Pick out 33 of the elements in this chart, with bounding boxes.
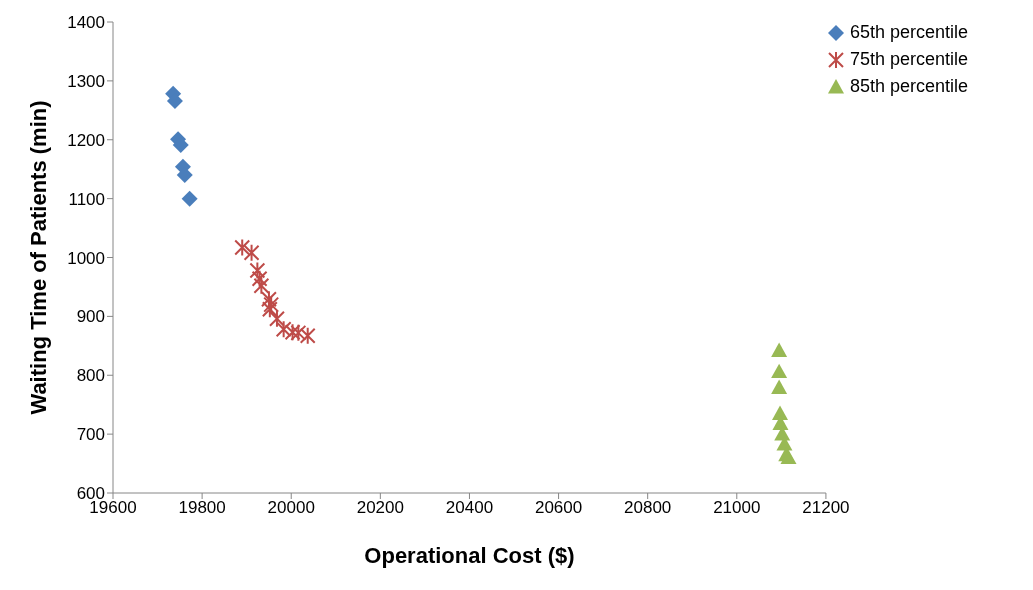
x-tick-label: 19800 [178,498,226,518]
point [261,300,278,319]
y-tick-label: 1300 [67,71,105,91]
legend-label: 75th percentile [849,49,968,70]
x-tick-label: 21200 [802,498,850,518]
point [290,323,307,342]
x-tick-label: 20600 [534,498,583,518]
x-tick-label: 20400 [445,498,494,518]
y-tick-label: 700 [76,425,105,445]
point [275,320,292,339]
y-tick-label: 1400 [67,13,105,33]
point [771,363,788,379]
point [234,238,251,257]
y-tick-label: 800 [76,366,105,386]
x-tick-label: 21000 [713,498,761,518]
point [284,323,301,342]
y-axis-title: Waiting Time of Patients (min) [25,100,51,415]
point [772,405,789,420]
legend-label: 65th percentile [849,22,968,43]
y-tick-label: 900 [76,307,105,327]
point [299,326,316,345]
point [181,190,198,207]
y-tick-label: 1100 [68,189,105,209]
x-tick-label: 20200 [356,498,404,518]
point [251,269,268,288]
x-tick-label: 20000 [267,498,315,518]
point [771,379,788,395]
y-tick-label: 1000 [67,248,105,268]
x-tick-label: 20800 [624,498,672,518]
x-axis-title: Operational Cost ($) [364,543,575,568]
y-tick-label: 1200 [67,130,105,150]
legend-label: 85th percentile [849,76,968,97]
point [771,342,788,357]
